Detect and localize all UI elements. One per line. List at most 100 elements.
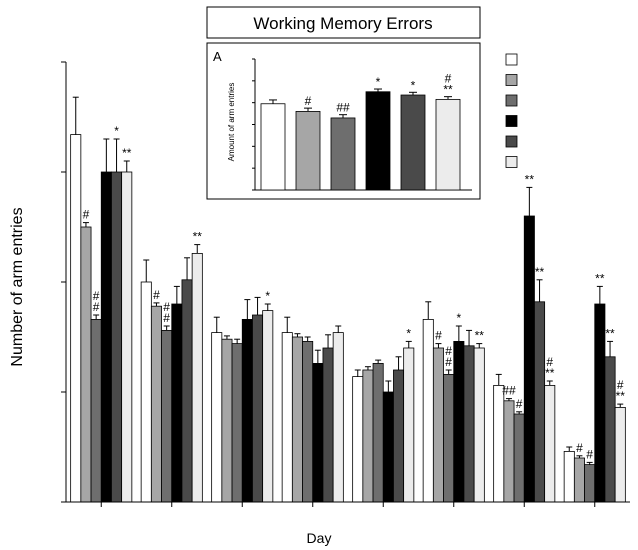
bar [332,332,344,503]
bar [241,318,253,503]
bar [171,303,183,503]
significance-marker: # [516,397,523,411]
legend [505,53,518,168]
significance-marker: ** [193,230,203,244]
bar [473,347,485,503]
bar [604,356,616,503]
significance-marker: ** [122,146,132,160]
inset-significance-marker: * [411,78,416,92]
bar [140,281,152,503]
legend-swatch [505,53,518,66]
inset-bar [365,91,391,191]
bar [614,406,626,503]
significance-marker: * [406,326,411,340]
bar [352,376,364,503]
bar [211,332,223,503]
bar [262,310,274,503]
bar [534,301,546,503]
significance-marker: ## [163,300,170,325]
bar [584,464,596,503]
significance-marker: * [265,289,270,303]
inset-panel-label: A [213,49,222,64]
y-axis-label: Number of arm entries [9,207,26,366]
bar [513,413,525,503]
bar [302,340,314,503]
bar [573,457,585,503]
bar [291,336,303,503]
bar [503,400,515,503]
bar [90,318,102,503]
legend-swatch [505,135,518,148]
bar [372,362,384,503]
inset-bar [400,94,426,191]
significance-marker: # [83,208,90,222]
bar [322,347,334,503]
inset-bar [330,117,356,191]
bar [463,345,475,503]
significance-marker: # ** [545,355,555,380]
inset-plot: # ##* * # ** [252,58,472,191]
x-axis-label: Day [307,530,332,546]
inset-significance-marker: # [305,94,312,108]
significance-marker: ## [93,289,100,314]
legend-swatch [505,115,518,127]
bar [231,343,243,503]
bar [453,340,465,503]
significance-marker: * [457,311,462,325]
inset-significance-marker: ## [336,101,350,115]
significance-marker: ** [475,329,485,343]
significance-marker: ** [605,326,615,340]
significance-marker: # [576,441,583,455]
bar [281,332,293,503]
significance-marker: # ** [616,378,626,403]
bar [312,362,324,503]
bar [150,305,162,503]
bar [252,314,264,503]
bar [221,338,233,503]
bar [403,347,415,503]
significance-marker: ** [595,271,605,285]
significance-marker: ** [535,265,545,279]
bar [382,391,394,503]
significance-marker: # [435,329,442,343]
inset-significance-marker: * [376,75,381,89]
inset-y-axis-label: Amount of arm entries [227,83,236,162]
bar [432,347,444,503]
inset-title-text: Working Memory Errors [253,14,432,33]
significance-marker: # [586,447,593,461]
bar [362,369,374,503]
bar [161,329,173,503]
legend-swatch [505,94,518,107]
inset-title: Working Memory Errors [206,6,481,39]
bar [563,450,575,503]
inset-significance-marker: # ** [443,72,453,97]
bar [70,134,82,503]
significance-marker: ** [525,172,535,186]
bar [493,384,505,503]
legend-swatch [505,74,518,86]
bar [443,373,455,503]
bar [594,303,606,503]
bar [181,279,193,503]
inset-bar [295,111,321,191]
bar [80,226,92,503]
inset-panel: A Amount of arm entries # ##* * # ** [206,42,481,200]
inset-bar [260,103,286,191]
legend-swatch [505,156,518,168]
significance-marker: ## [502,384,516,398]
x-axis: Day [66,501,630,546]
bar [393,369,405,503]
bar [121,171,133,503]
inset-bar [435,98,461,191]
bar [544,384,556,503]
bar [191,252,203,503]
y-axis: Number of arm entries [9,61,67,503]
significance-marker: * [114,124,119,138]
bar [523,215,535,503]
bar [100,171,112,503]
significance-marker: ## [445,344,452,369]
significance-marker: # [153,288,160,302]
bar [422,318,434,503]
bar [111,171,123,503]
